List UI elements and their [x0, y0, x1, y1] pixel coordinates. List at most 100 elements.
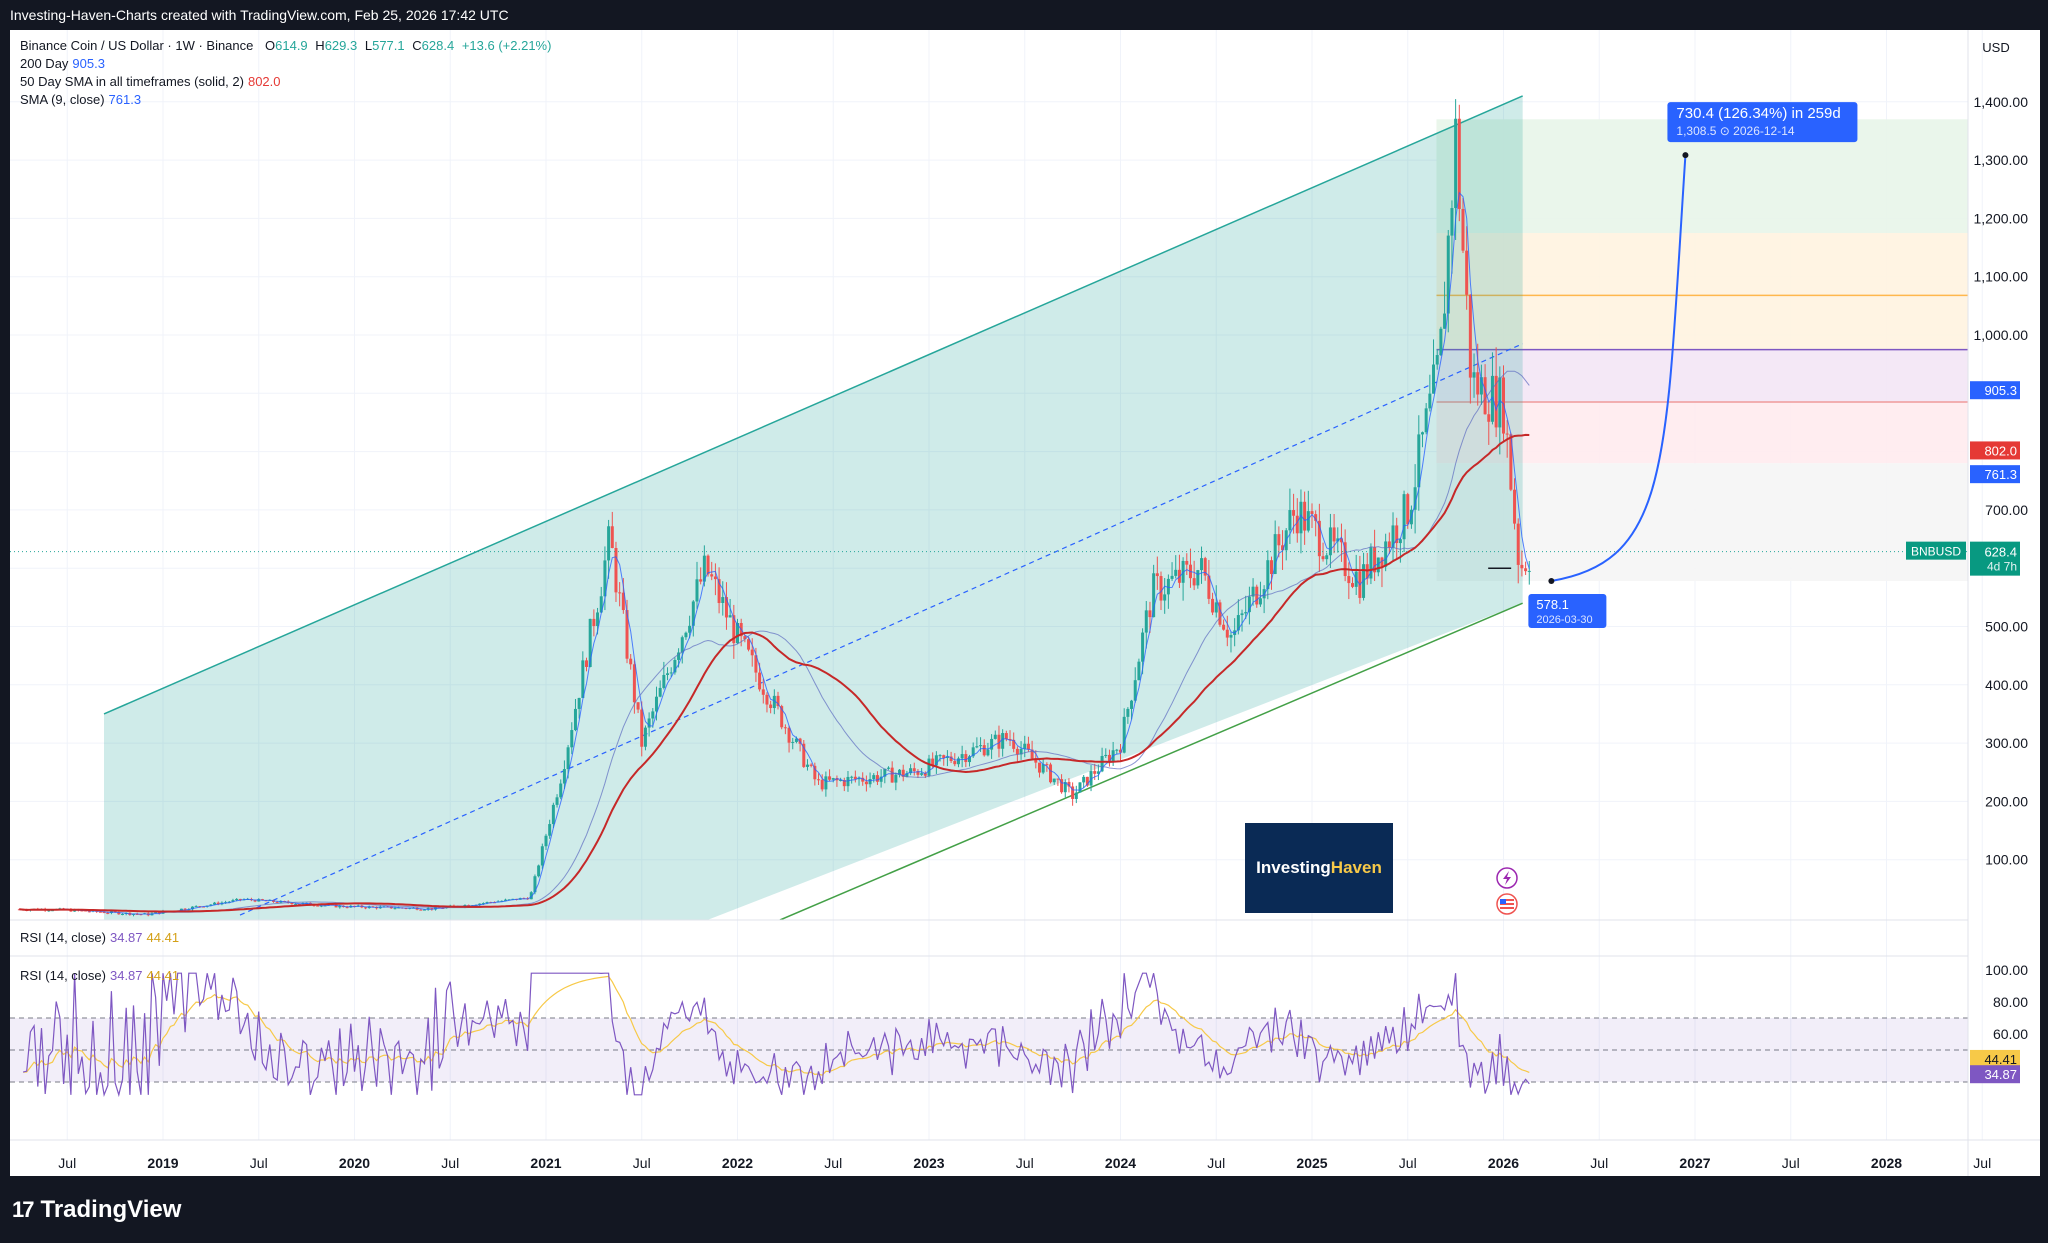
time-tick-label: 2020 — [339, 1155, 370, 1171]
currency-label[interactable]: USD — [1982, 40, 2009, 55]
ohlc-low-label: L — [364, 38, 373, 53]
rsi-ma-value: 44.41 — [146, 930, 180, 945]
indicator-value: 905.3 — [72, 56, 105, 71]
candle-body — [1159, 576, 1163, 601]
time-tick-label: 2026 — [1488, 1155, 1519, 1171]
candle-body — [1332, 527, 1336, 542]
candle-body — [651, 711, 655, 719]
candle-body — [820, 779, 824, 790]
candle-body — [1089, 771, 1093, 786]
candle-body — [673, 659, 677, 673]
candle-body — [909, 768, 913, 774]
last-price: 628.4 — [1984, 545, 2017, 560]
time-tick-label: 2021 — [530, 1155, 561, 1171]
candle-body — [1255, 586, 1259, 605]
candle-body — [1037, 762, 1041, 773]
last-price-tag[interactable]: 628.44d 7h BNBUSD — [1906, 541, 2020, 576]
candle-body — [1347, 576, 1351, 584]
candle-body — [1026, 743, 1030, 750]
channel-fill — [104, 95, 1523, 920]
candle-body — [1362, 564, 1366, 598]
candle-body — [1380, 557, 1384, 567]
candle-body — [872, 775, 876, 779]
candle-body — [923, 773, 927, 776]
candle-body — [1446, 235, 1450, 314]
candle-body — [956, 758, 960, 765]
candle-body — [783, 727, 787, 729]
candle-body — [920, 773, 924, 775]
indicator-200-day[interactable]: 200 Day 905.3 — [20, 56, 105, 71]
candle-body — [216, 902, 220, 905]
candle-body — [868, 778, 872, 785]
sma200-price-tag[interactable]: 905.3 — [1970, 381, 2020, 400]
rsi-value-tag[interactable]: 34.87 — [1970, 1065, 2020, 1084]
candle-body — [898, 769, 902, 775]
time-axis[interactable]: Jul 2019 Jul 2020 Jul 2021 Jul 2022 Jul 2023 Jul 20… — [58, 1155, 1991, 1171]
rsi-legend-1[interactable]: RSI (14, close) 34.87 44.41 — [20, 930, 179, 945]
candle-body — [1277, 534, 1281, 546]
tradingview-logo[interactable]: 17 TradingView — [12, 1196, 181, 1224]
candle-body — [1148, 610, 1152, 618]
candle-body — [710, 574, 714, 577]
candle-body — [179, 908, 183, 911]
sma50-price-tag[interactable]: 802.0 — [1970, 441, 2020, 460]
time-tick-label: Jul — [633, 1155, 651, 1171]
candle-body — [1406, 494, 1410, 525]
us-flag-icon[interactable] — [1496, 893, 1518, 915]
candle-body — [1067, 781, 1071, 787]
candle-body — [968, 756, 972, 763]
candle-body — [588, 618, 592, 667]
candle-body — [607, 526, 611, 561]
candle-body — [537, 865, 541, 877]
candle-body — [758, 672, 762, 690]
indicator-sma-9[interactable]: SMA (9, close) 761.3 — [20, 92, 141, 107]
candle-body — [485, 902, 489, 904]
symbol-legend[interactable]: Binance Coin / US Dollar · 1W · Binance … — [20, 38, 551, 53]
candle-body — [570, 730, 574, 748]
candle-body — [931, 758, 935, 766]
candle-body — [1472, 372, 1476, 378]
candle-body — [1468, 294, 1472, 378]
rsi-ma-tag[interactable]: 44.41 — [1970, 1049, 2020, 1068]
candle-body — [566, 747, 570, 770]
candle-body — [1402, 494, 1406, 540]
candle-body — [809, 764, 813, 766]
candle-body — [1317, 520, 1321, 557]
channel-midline — [239, 343, 1523, 916]
candle-body — [736, 623, 739, 644]
time-tick-label: Jul — [441, 1155, 459, 1171]
candle-body — [1104, 754, 1108, 757]
candle-body — [1130, 700, 1134, 709]
sma9-price-tag[interactable]: 761.3 — [1970, 465, 2020, 484]
candle-body — [260, 899, 264, 901]
candle-body — [1454, 118, 1458, 209]
start-label[interactable]: 578.1 2026-03-30 — [1528, 593, 1607, 628]
price-tick-label: 700.00 — [1985, 502, 2028, 518]
ohlc-low: 577.1 — [372, 38, 405, 53]
candle-body — [621, 592, 625, 611]
countdown: 4d 7h — [1987, 560, 2017, 574]
candle-body — [949, 756, 953, 762]
candle-body — [231, 900, 235, 902]
candle-body — [1413, 487, 1417, 510]
candle-body — [364, 907, 368, 909]
indicator-50-day-sma[interactable]: 50 Day SMA in all timeframes (solid, 2) 8… — [20, 74, 281, 89]
candle-body — [1417, 434, 1421, 488]
candle-body — [1288, 510, 1292, 531]
rsi-legend-2[interactable]: RSI (14, close) 34.87 44.41 — [20, 968, 179, 983]
candle-body — [1251, 586, 1255, 597]
price-axis[interactable]: 1,400.00 1,300.00 1,200.00 1,100.00 1,000.00… — [1906, 94, 2028, 868]
sma-200-day-line — [19, 370, 1530, 913]
target-label[interactable]: 730.4 (126.34%) in 259d 1,308.5 ⊙ 2026-12… — [1667, 102, 1858, 143]
candle-body — [1336, 538, 1340, 542]
candle-body — [640, 709, 644, 747]
candle-body — [780, 706, 784, 728]
time-tick-label: 2022 — [722, 1155, 753, 1171]
candle-body — [787, 727, 791, 743]
candle-body — [1395, 525, 1399, 544]
lightning-icon[interactable] — [1496, 867, 1518, 889]
candle-body — [1052, 778, 1056, 783]
moving-averages — [10, 191, 1968, 915]
price-tick-label: 1,300.00 — [1974, 152, 2029, 168]
